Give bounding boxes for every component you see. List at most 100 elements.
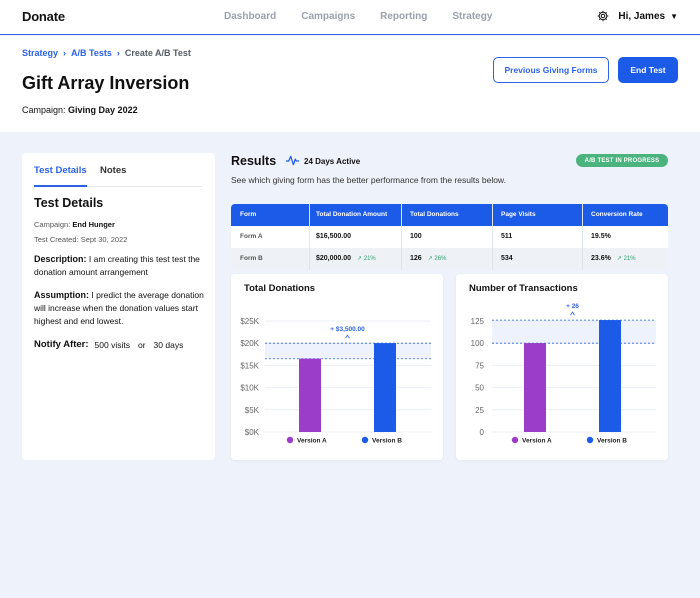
trend-up-icon: ↗ 21% xyxy=(616,256,636,262)
legend-label: Version A xyxy=(297,438,327,445)
cell-rate: 23.6% ↗ 21% xyxy=(591,248,636,270)
cell-amount-value: $20,000.00 xyxy=(316,255,352,262)
results-subtitle: See which giving form has the better per… xyxy=(231,175,506,185)
legend-label: Version B xyxy=(372,438,402,445)
y-tick-label: 75 xyxy=(475,361,484,370)
cell-rate: 19.5% xyxy=(591,233,611,240)
donations-delta: 26% xyxy=(434,256,447,262)
bar-version-b xyxy=(599,320,621,432)
bar-version-a xyxy=(524,343,546,432)
nav-link-reporting[interactable]: Reporting xyxy=(380,11,428,22)
table-row: Form B $20,000.00 ↗ 21% 126 ↗ 26% 534 23.6… xyxy=(231,248,668,270)
caret-down-icon[interactable]: ▼ xyxy=(670,11,678,21)
status-badge: A/B TEST IN PROGRESS xyxy=(576,154,668,167)
trend-up-icon: ↗ 21% xyxy=(357,256,376,262)
caret-up-icon xyxy=(345,334,350,339)
breadcrumb: Strategy › A/B Tests › Create A/B Test xyxy=(22,48,191,58)
gear-icon[interactable] xyxy=(597,10,609,22)
details-description: Description: I am creating this test tes… xyxy=(34,253,206,279)
page-title: Gift Array Inversion xyxy=(22,73,190,93)
breadcrumb-ab-tests[interactable]: A/B Tests xyxy=(71,48,112,58)
caret-up-icon xyxy=(570,311,575,316)
y-tick-label: $10K xyxy=(240,384,259,393)
table-divider xyxy=(582,204,583,270)
nav-link-campaigns[interactable]: Campaigns xyxy=(301,11,356,22)
chevron-right-icon: › xyxy=(63,48,67,58)
tab-test-details[interactable]: Test Details xyxy=(34,165,87,187)
results-table: Form Total Donation Amount Total Donatio… xyxy=(231,204,668,270)
legend-label: Version B xyxy=(597,438,627,445)
details-notify: Notify After: 500 visits or 30 days xyxy=(34,339,183,350)
table-divider xyxy=(492,204,493,270)
table-row: Form A $16,500.00 100 511 19.5% xyxy=(231,226,668,248)
trend-up-icon: ↗ 26% xyxy=(427,256,447,262)
col-form: Form xyxy=(240,211,257,218)
chart-title: Total Donations xyxy=(244,283,316,294)
results-title: Results xyxy=(231,154,277,168)
y-tick-label: 50 xyxy=(475,384,484,393)
nav-link-dashboard[interactable]: Dashboard xyxy=(224,11,277,22)
end-test-button[interactable]: End Test xyxy=(618,57,678,83)
logo[interactable]: Donate xyxy=(22,9,65,24)
assumption-text: I predict the average donation will incr… xyxy=(34,290,204,326)
campaign-label: Campaign: xyxy=(22,105,66,115)
legend-dot xyxy=(361,436,369,444)
y-tick-label: 25 xyxy=(475,406,484,415)
table-header: Form Total Donation Amount Total Donatio… xyxy=(231,204,668,226)
test-details-panel: Test Details Notes Test Details Campaign… xyxy=(22,153,215,460)
col-amount: Total Donation Amount xyxy=(316,211,388,218)
user-area: Hi, James ▼ xyxy=(597,10,678,22)
previous-giving-forms-button[interactable]: Previous Giving Forms xyxy=(493,57,609,83)
y-tick-label: 100 xyxy=(471,339,485,348)
cell-amount: $16,500.00 xyxy=(316,233,352,240)
cell-donations: 126 ↗ 26% xyxy=(410,248,446,270)
legend-dot xyxy=(586,436,594,444)
difference-annotation: + 26 xyxy=(566,303,579,310)
y-tick-label: $5K xyxy=(245,406,260,415)
cell-visits: 534 xyxy=(501,255,513,262)
days-active: 24 Days Active xyxy=(304,157,361,166)
campaign-line: Campaign: Giving Day 2022 xyxy=(22,105,138,115)
chart-title: Number of Transactions xyxy=(469,283,578,294)
tab-bar: Test Details Notes xyxy=(34,165,202,187)
col-donations: Total Donations xyxy=(410,211,459,218)
breadcrumb-current: Create A/B Test xyxy=(124,48,191,58)
cell-amount: $20,000.00 ↗ 21% xyxy=(316,248,376,270)
col-visits: Page Visits xyxy=(501,211,536,218)
y-tick-label: $15K xyxy=(240,361,259,370)
y-tick-label: $25K xyxy=(240,317,259,326)
cell-donations: 100 xyxy=(410,233,422,240)
nav-link-strategy[interactable]: Strategy xyxy=(452,11,493,22)
legend-dot xyxy=(511,436,519,444)
details-campaign-value: End Hunger xyxy=(72,220,115,229)
y-tick-label: $20K xyxy=(240,339,259,348)
col-rate: Conversion Rate xyxy=(591,211,643,218)
bar-version-b xyxy=(374,343,396,432)
user-menu[interactable]: Hi, James xyxy=(618,10,666,22)
table-divider xyxy=(401,204,402,270)
transactions-chart: 0 25 50 75 100 125 + 26 Version A Version B xyxy=(471,303,656,445)
legend-label: Version A xyxy=(522,438,552,445)
notify-days: 30 days xyxy=(153,339,184,350)
notify-or: or xyxy=(137,339,146,350)
description-text: I am creating this test test the donatio… xyxy=(34,254,200,277)
transactions-card: Number of Transactions 0 25 50 75 100 125 + 26… xyxy=(456,274,668,460)
activity-icon xyxy=(286,155,299,166)
assumption-label: Assumption: xyxy=(34,290,89,300)
amount-delta: 21% xyxy=(363,256,376,262)
y-tick-label: 0 xyxy=(480,428,485,437)
total-donations-chart: $0K $5K $10K $15K $20K $25K + $3,500.00 Version… xyxy=(240,317,431,445)
cell-rate-value: 23.6% xyxy=(591,255,611,262)
y-tick-label: $0K xyxy=(245,428,260,437)
nav-links: Dashboard Campaigns Reporting Strategy xyxy=(224,11,517,22)
cell-form: Form B xyxy=(240,255,263,262)
rate-delta: 21% xyxy=(623,256,636,262)
bar-version-a xyxy=(299,358,321,432)
page-header: Strategy › A/B Tests › Create A/B Test G… xyxy=(0,36,700,132)
details-title: Test Details xyxy=(34,196,104,210)
tab-notes[interactable]: Notes xyxy=(100,165,127,176)
breadcrumb-strategy[interactable]: Strategy xyxy=(22,48,59,58)
cell-visits: 511 xyxy=(501,233,513,240)
cell-donations-value: 126 xyxy=(410,255,422,262)
description-label: Description: xyxy=(34,254,87,264)
